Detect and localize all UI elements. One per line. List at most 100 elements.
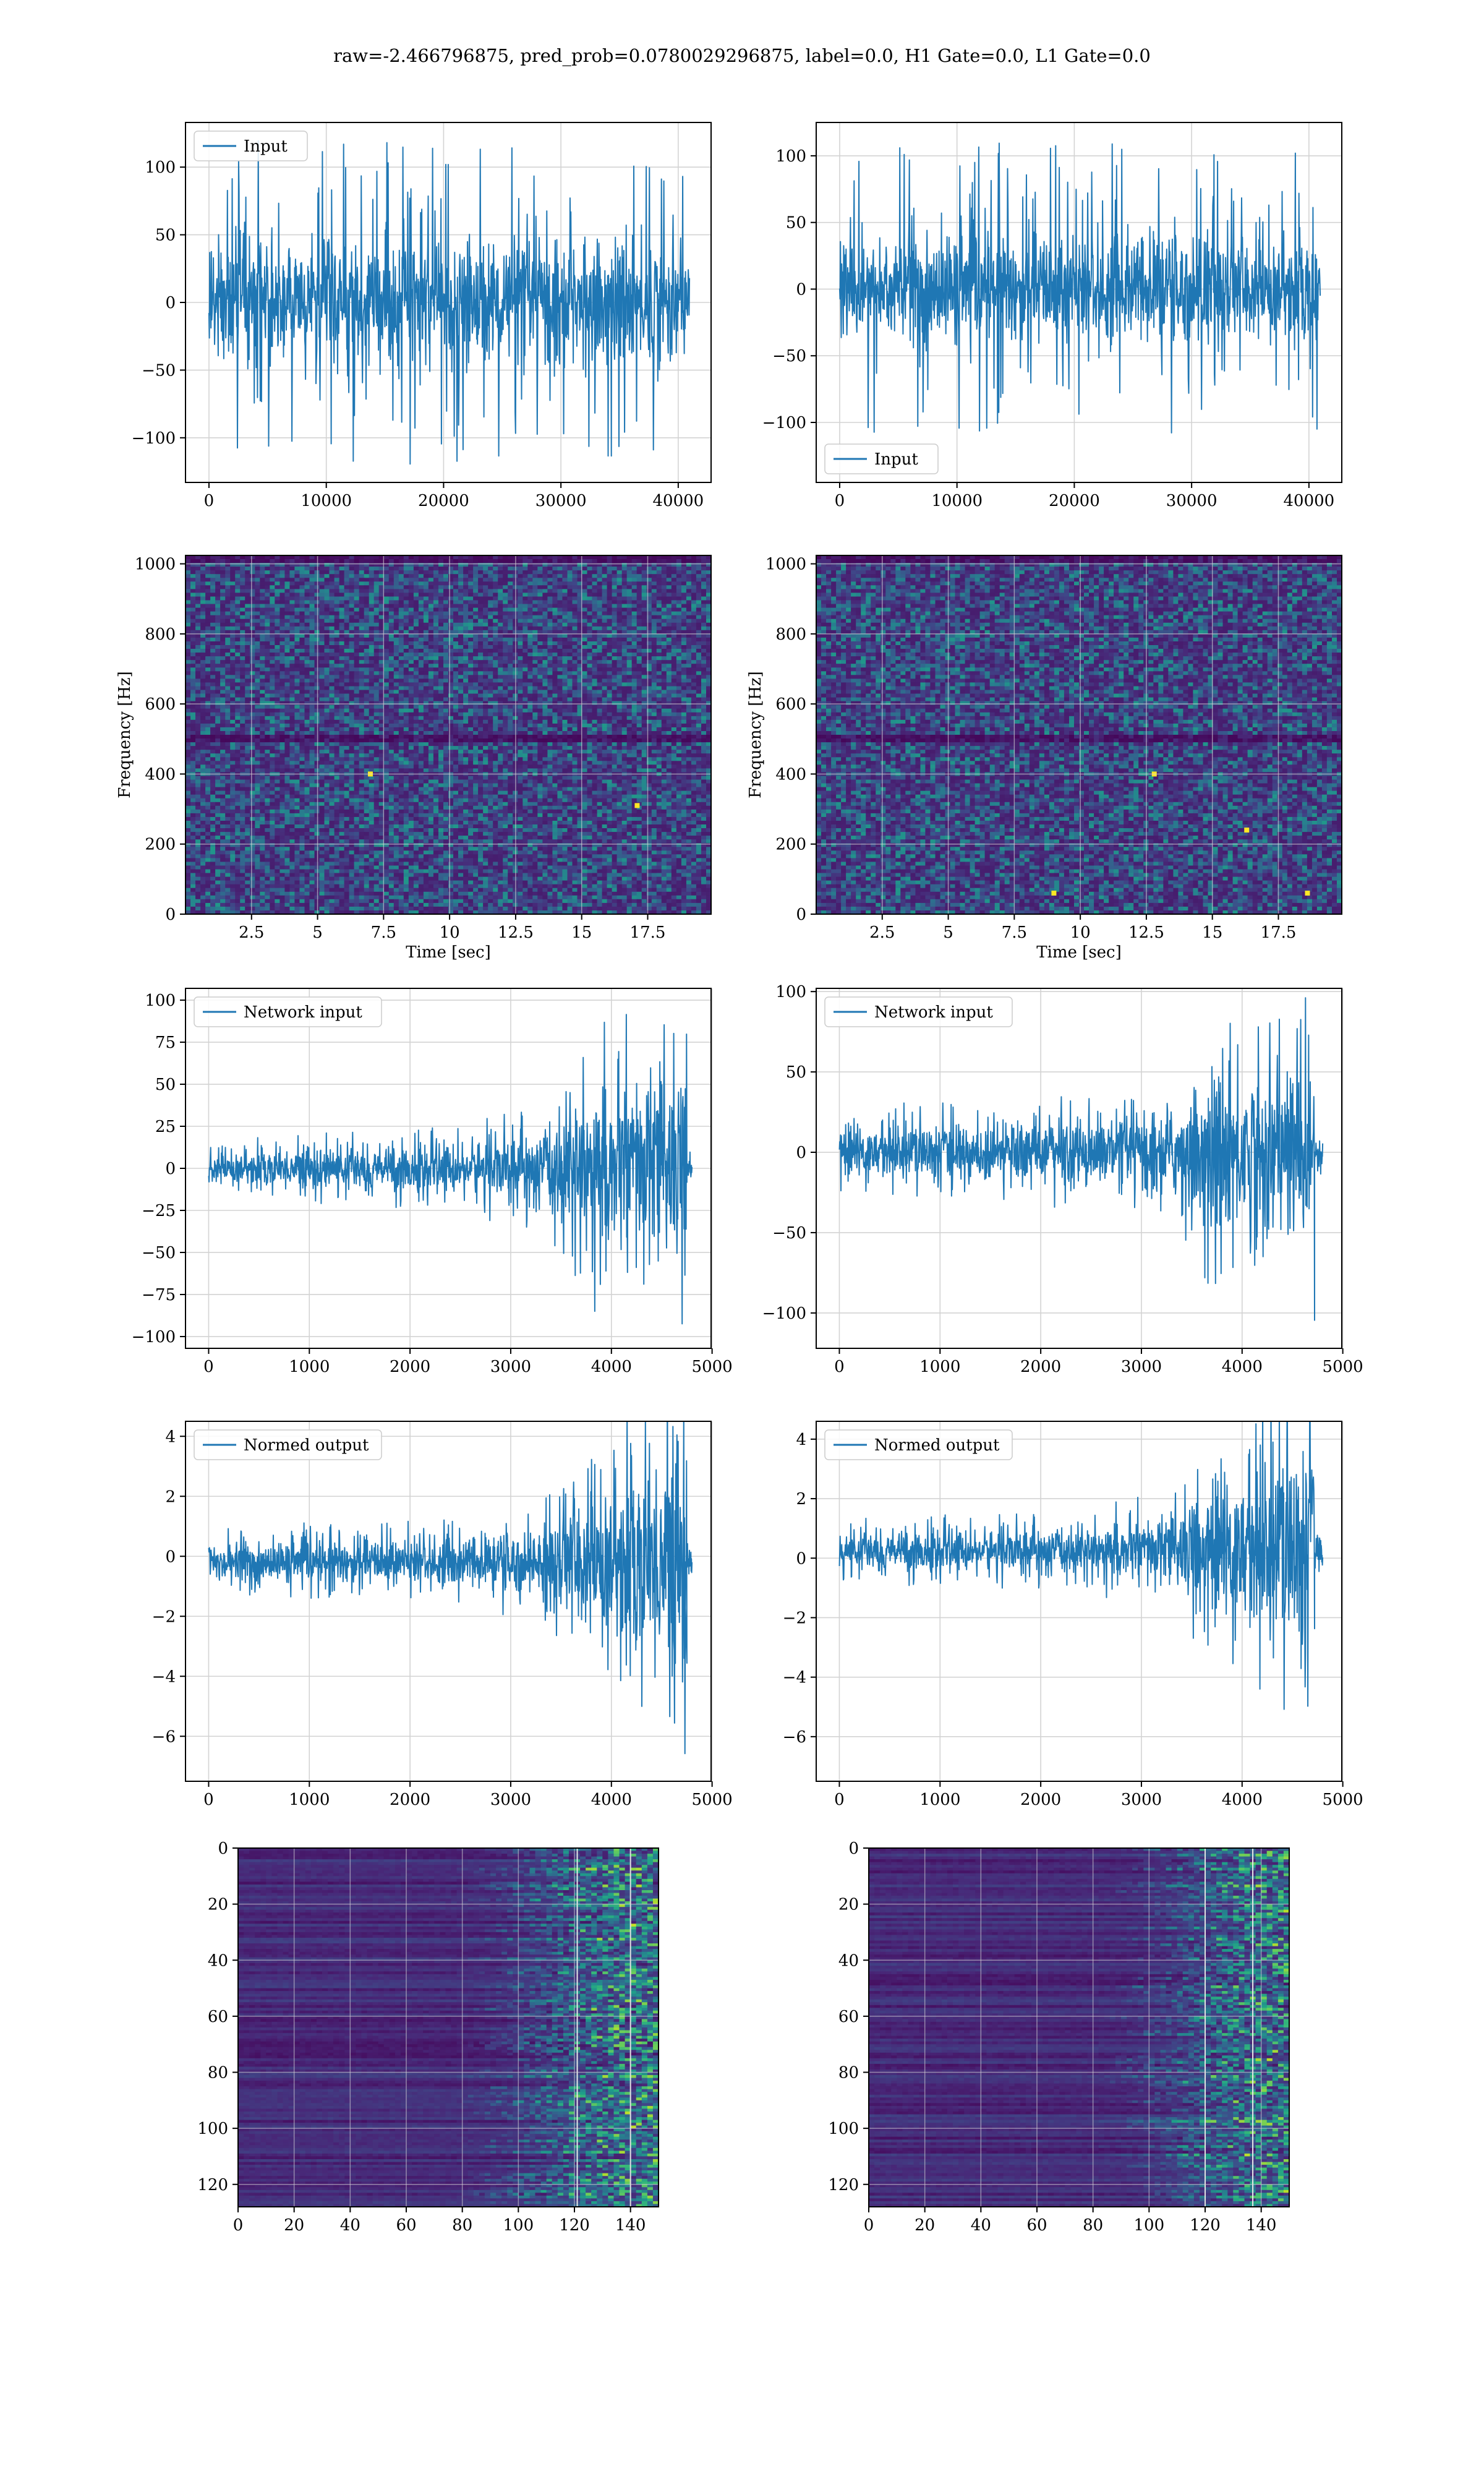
- heatmap-cell: [473, 656, 479, 661]
- heatmap-cell: [349, 622, 355, 627]
- heatmap-cell: [279, 618, 285, 623]
- heatmap-cell: [418, 574, 424, 578]
- heatmap-cell: [408, 708, 414, 713]
- heatmap-cell: [478, 716, 484, 721]
- heatmap-cell: [289, 593, 295, 597]
- heatmap-cell: [344, 708, 350, 713]
- heatmap-cell: [468, 593, 474, 597]
- heatmap-cell: [547, 649, 553, 653]
- heatmap-cell: [225, 667, 231, 672]
- heatmap-cell: [215, 708, 221, 713]
- heatmap-cell: [631, 712, 638, 717]
- heatmap-cell: [532, 611, 538, 616]
- heatmap-cell: [468, 607, 474, 612]
- heatmap-cell: [260, 630, 265, 635]
- heatmap-cell: [537, 593, 543, 597]
- heatmap-cell: [656, 615, 662, 620]
- heatmap-cell: [532, 690, 538, 695]
- heatmap-cell: [403, 596, 409, 601]
- heatmap-cell: [393, 664, 399, 668]
- heatmap-cell: [299, 626, 305, 631]
- heatmap-cell: [468, 653, 474, 657]
- heatmap-cell: [656, 690, 662, 695]
- heatmap-cell: [631, 618, 638, 623]
- heatmap-cell: [309, 607, 315, 612]
- heatmap-cell: [349, 633, 355, 638]
- heatmap-cell: [190, 622, 196, 627]
- heatmap-cell: [676, 671, 682, 675]
- heatmap-cell: [369, 712, 375, 717]
- heatmap-cell: [468, 630, 474, 635]
- heatmap-cell: [369, 604, 375, 609]
- heatmap-cell: [631, 686, 638, 691]
- heatmap-cell: [651, 622, 657, 627]
- heatmap-cell: [250, 611, 255, 616]
- heatmap-cell: [547, 682, 553, 687]
- heatmap-cell: [186, 649, 191, 653]
- heatmap-cell: [319, 555, 325, 560]
- heatmap-cell: [299, 704, 305, 709]
- heatmap-cell: [537, 600, 543, 605]
- heatmap-cell: [205, 660, 211, 664]
- heatmap-cell: [696, 570, 702, 575]
- heatmap-cell: [205, 630, 211, 635]
- heatmap-cell: [621, 693, 628, 698]
- heatmap-cell: [240, 649, 245, 653]
- heatmap-cell: [428, 723, 434, 728]
- heatmap-cell: [453, 645, 459, 649]
- heatmap-cell: [552, 618, 558, 623]
- heatmap-cell: [225, 604, 231, 609]
- heatmap-cell: [537, 637, 543, 642]
- heatmap-cell: [671, 626, 677, 631]
- heatmap-cell: [423, 637, 429, 642]
- heatmap-cell: [255, 716, 260, 721]
- heatmap-cell: [245, 716, 250, 721]
- heatmap-cell: [319, 704, 325, 709]
- heatmap-cell: [666, 656, 672, 661]
- heatmap-cell: [260, 567, 265, 571]
- heatmap-cell: [691, 596, 697, 601]
- heatmap-cell: [587, 690, 593, 695]
- heatmap-cell: [671, 693, 677, 698]
- heatmap-cell: [681, 596, 687, 601]
- heatmap-cell: [612, 615, 618, 620]
- heatmap-cell: [279, 604, 285, 609]
- heatmap-cell: [349, 637, 355, 642]
- heatmap-cell: [478, 604, 484, 609]
- heatmap-cell: [186, 559, 191, 563]
- heatmap-cell: [403, 600, 409, 605]
- heatmap-cell: [676, 723, 682, 728]
- heatmap-cell: [607, 593, 613, 597]
- heatmap-cell: [681, 686, 687, 691]
- heatmap-cell: [220, 555, 226, 560]
- heatmap-cell: [220, 559, 226, 563]
- heatmap-cell: [547, 653, 553, 657]
- heatmap-cell: [651, 585, 657, 589]
- heatmap-cell: [205, 585, 211, 589]
- heatmap-cell: [562, 660, 568, 664]
- heatmap-cell: [339, 649, 345, 653]
- heatmap-cell: [651, 570, 657, 575]
- heatmap-cell: [294, 563, 300, 567]
- heatmap-cell: [235, 581, 241, 586]
- heatmap-cell: [388, 704, 394, 709]
- heatmap-cell: [478, 574, 484, 578]
- heatmap-cell: [646, 555, 652, 560]
- heatmap-cell: [205, 693, 211, 698]
- heatmap-cell: [621, 704, 628, 709]
- heatmap-cell: [393, 593, 399, 597]
- heatmap-cell: [398, 641, 404, 646]
- heatmap-cell: [577, 667, 583, 672]
- heatmap-cell: [304, 581, 310, 586]
- heatmap-cell: [388, 682, 394, 687]
- heatmap-cell: [651, 671, 657, 675]
- heatmap-cell: [532, 697, 538, 702]
- heatmap-cell: [349, 701, 355, 706]
- heatmap-cell: [676, 585, 682, 589]
- heatmap-cell: [369, 578, 375, 582]
- heatmap-cell: [656, 701, 662, 706]
- heatmap-cell: [562, 615, 568, 620]
- heatmap-cell: [279, 701, 285, 706]
- heatmap-cell: [661, 574, 667, 578]
- heatmap-cell: [468, 589, 474, 593]
